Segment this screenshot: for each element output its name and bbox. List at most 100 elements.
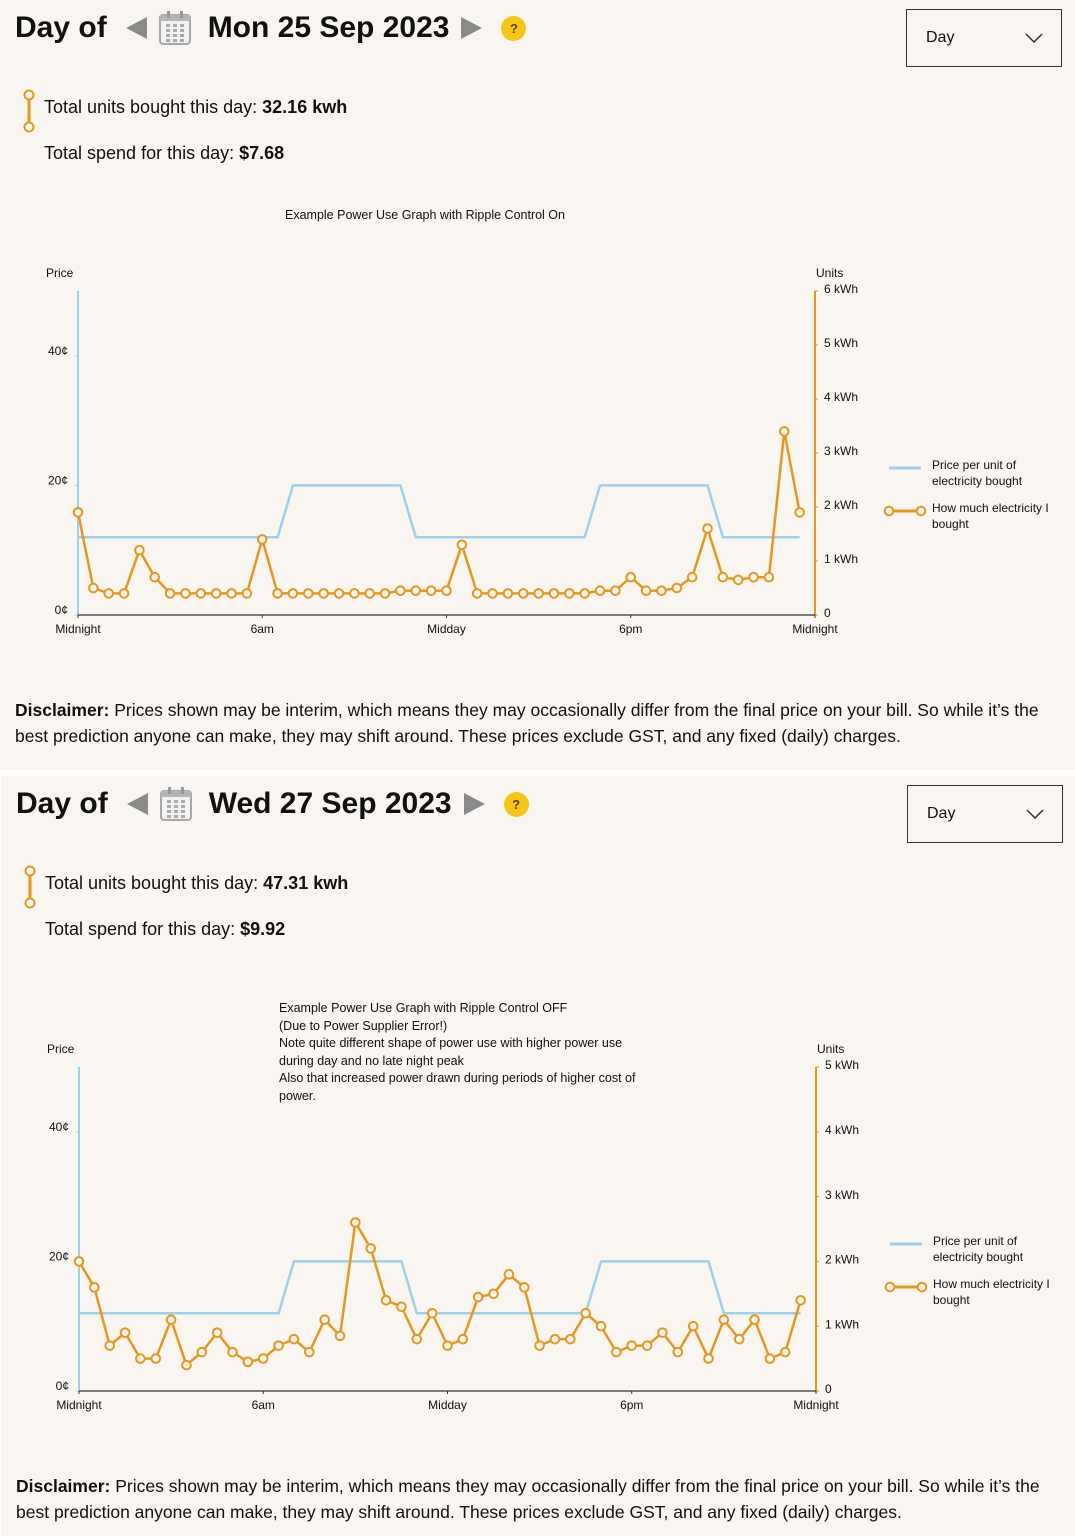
help-icon[interactable]: ? <box>501 15 527 41</box>
spend-label: Total spend for this day: <box>45 919 236 939</box>
prev-day[interactable] <box>125 15 149 41</box>
chevron <box>1025 33 1043 43</box>
units-icon <box>24 865 36 909</box>
dropdown-value: Day <box>927 805 956 822</box>
data-point <box>196 1346 208 1358</box>
series-line <box>78 484 800 539</box>
data-point <box>611 1346 622 1358</box>
period-dropdown[interactable]: Day <box>906 9 1062 67</box>
legend-label: Price per unit of electricity bought <box>933 1234 1024 1264</box>
period-dropdown[interactable]: Day <box>907 785 1063 843</box>
data-point <box>319 1314 330 1326</box>
data-point <box>103 588 115 599</box>
data-point <box>764 1353 776 1364</box>
date-nav: Day of Wed 27 Sep 2023 ? <box>16 784 529 824</box>
data-point <box>164 588 176 599</box>
data-point <box>211 1327 223 1338</box>
data-point <box>580 1307 591 1319</box>
chart: Price Units 0¢ 20¢ 40¢ 0 1 kWh 2 kWh 3 kWh 4 kWh 5… <box>47 1042 928 1412</box>
x-tick-label: Midnight <box>56 1398 102 1412</box>
data-point <box>119 1327 131 1338</box>
data-point <box>304 1346 315 1358</box>
data-point <box>641 1340 653 1351</box>
data-point <box>534 1340 545 1351</box>
data-point <box>181 1359 192 1371</box>
data-point <box>656 585 667 597</box>
data-point <box>564 588 575 599</box>
next-day[interactable] <box>462 791 486 817</box>
data-point <box>73 1256 85 1267</box>
x-tick-label: Midnight <box>55 622 101 636</box>
annotation-line: Note quite different shape of power use … <box>279 1036 623 1068</box>
disclaimer: Disclaimer: Prices shown may be interim,… <box>15 697 1063 749</box>
data-point <box>425 585 437 597</box>
legend-marker <box>884 1281 896 1293</box>
legend-label: How much electricity I bought <box>933 1277 1050 1307</box>
units-value: 47.31 kwh <box>263 873 349 893</box>
data-point <box>89 1282 100 1293</box>
calendar-icon[interactable] <box>158 10 192 46</box>
data-point <box>410 585 422 597</box>
units-stat: Total units bought this day: 47.31 kwh <box>45 873 348 894</box>
data-point <box>671 582 683 594</box>
x-tick-label: 6pm <box>620 1398 643 1412</box>
legend-label: Price per unit of electricity bought <box>932 458 1023 488</box>
data-point <box>395 585 406 597</box>
data-point <box>779 1346 791 1358</box>
data-point <box>72 507 84 518</box>
data-point <box>364 588 376 599</box>
data-point <box>149 571 161 583</box>
data-point <box>657 1327 668 1338</box>
data-point <box>763 571 775 583</box>
data-point <box>349 588 360 599</box>
y2-axis-title: Units <box>816 266 843 280</box>
series-line <box>77 1221 802 1367</box>
data-point <box>579 588 590 599</box>
data-point <box>733 1333 745 1345</box>
data-point <box>795 1294 806 1306</box>
data-point <box>594 585 606 597</box>
data-point <box>472 1291 484 1303</box>
data-point <box>518 1282 530 1293</box>
date-nav: Day of Mon 25 Sep 2023 ? <box>15 8 527 48</box>
data-point <box>135 1353 146 1364</box>
data-point <box>118 588 130 599</box>
y2-tick-label: 1 kWh <box>825 1317 859 1331</box>
calendar-icon[interactable] <box>159 786 193 822</box>
data-point <box>717 571 729 583</box>
data-point <box>442 1340 453 1351</box>
next-day[interactable] <box>459 15 483 41</box>
date: Mon 25 Sep 2023 <box>207 11 450 44</box>
data-point <box>242 1356 254 1368</box>
data-point <box>487 588 498 599</box>
data-point <box>456 539 468 551</box>
data-point <box>180 588 191 599</box>
data-point <box>441 585 452 597</box>
spend-value: $9.92 <box>240 919 286 939</box>
units-stat: Total units bought this day: 32.16 kwh <box>44 97 347 118</box>
y2-tick-label: 5 kWh <box>825 1058 859 1072</box>
date: Wed 27 Sep 2023 <box>208 787 452 820</box>
prev-day[interactable] <box>126 791 150 817</box>
x-tick-label: Midday <box>427 622 466 636</box>
data-point <box>287 588 299 599</box>
help-icon[interactable]: ? <box>503 791 529 817</box>
spend-stat: Total spend for this day: $9.92 <box>45 919 285 940</box>
y-tick-label: 40¢ <box>48 344 68 358</box>
y2-tick-label: 1 kWh <box>824 552 858 566</box>
spend-label: Total spend for this day: <box>44 143 235 163</box>
data-point <box>104 1340 116 1351</box>
y2-tick-label: 0 <box>824 606 831 620</box>
y-tick-label: 20¢ <box>49 1250 69 1264</box>
y2-tick-label: 6 kWh <box>824 282 858 296</box>
data-point <box>748 571 759 583</box>
data-point <box>672 1346 684 1358</box>
data-point <box>257 1353 269 1364</box>
data-point <box>702 523 713 534</box>
heading: Day of <box>16 787 108 820</box>
chart-annotation: Example Power Use Graph with Ripple Cont… <box>279 1000 644 1105</box>
data-point <box>503 1269 515 1280</box>
data-point <box>333 588 345 599</box>
units-label: Total units bought this day: <box>45 873 259 893</box>
y-tick-label: 0¢ <box>56 1379 69 1393</box>
